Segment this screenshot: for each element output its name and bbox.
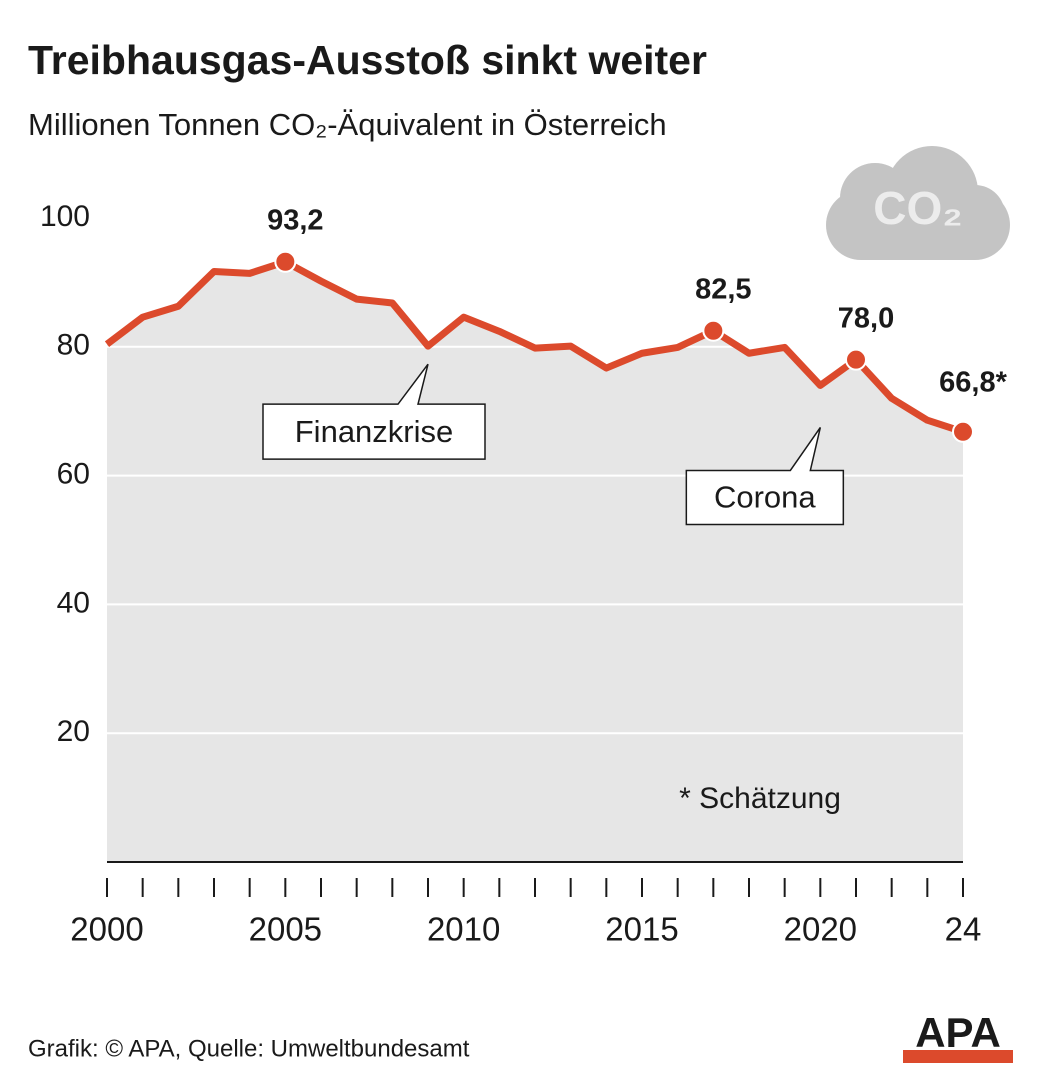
y-tick-label: 40 [57, 586, 90, 619]
logo-bar [903, 1050, 1013, 1063]
y-tick-label: 60 [57, 458, 90, 491]
x-tick-label: 2015 [605, 911, 678, 948]
icon-text: CO₂ [873, 182, 962, 234]
co2-icon: CO₂ [826, 139, 1010, 260]
subtitle: Millionen Tonnen CO₂-Äquivalent in Öster… [28, 107, 667, 142]
plot: 20 40 60 80 100 2000 2005 2010 2015 2020 24 93,2 82,… [40, 200, 1008, 948]
y-tick-label: 100 [40, 200, 90, 233]
value-label: 93,2 [267, 204, 323, 236]
annotation-box [685, 427, 845, 526]
point [845, 348, 867, 371]
value-label: 82,5 [695, 273, 751, 305]
annotation: Finanzkrise [295, 414, 454, 449]
point [702, 319, 725, 342]
note: * Schätzung [679, 782, 841, 815]
logo: APA [915, 1009, 1001, 1056]
annotation-box [262, 363, 486, 460]
line [104, 258, 965, 436]
x-tick-label: 2020 [784, 911, 857, 948]
annotation: Corona [714, 480, 816, 515]
value-label: 78,0 [838, 302, 894, 334]
y-tick-label: 80 [57, 329, 90, 362]
area [107, 261, 963, 862]
source: Grafik: © APA, Quelle: Umweltbundesamt [28, 1035, 470, 1062]
point [952, 420, 974, 443]
y-tick-label: 20 [57, 715, 90, 748]
x-tick-label: 2010 [427, 911, 500, 948]
point [274, 250, 297, 273]
value-label: 66,8* [939, 366, 1007, 398]
x-tick-label: 2000 [70, 911, 143, 948]
chart-title: Treibhausgas-Ausstoß sinkt weiter [28, 37, 707, 83]
x-tick-label: 24 [945, 911, 982, 948]
x-tick-label: 2005 [249, 911, 322, 948]
